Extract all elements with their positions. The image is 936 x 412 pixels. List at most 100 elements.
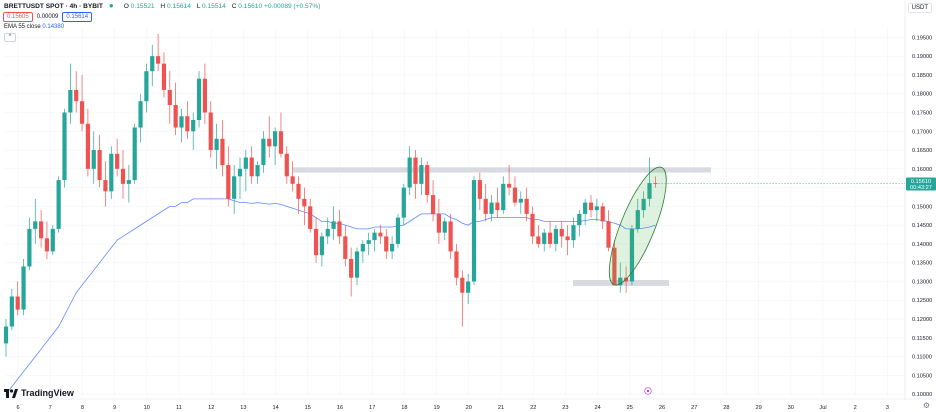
sell-price-button[interactable]: 0.15605: [3, 12, 33, 22]
candle-body: [442, 221, 447, 233]
candle-body: [571, 225, 576, 241]
y-tick-label: 0.12000: [912, 317, 932, 323]
candle: [395, 213, 401, 248]
order-pills: 0.15605 0.00009 0.15614: [3, 12, 93, 22]
candle-body: [583, 202, 588, 214]
x-tick-label: 13: [240, 405, 246, 411]
collapse-legend-button[interactable]: ^: [4, 33, 16, 42]
candle-body: [594, 206, 599, 211]
settings-gear-icon[interactable]: ⚙: [922, 401, 930, 410]
ema-value: 0.14380: [42, 24, 65, 30]
candle: [132, 123, 137, 184]
last-price-value: 0.15610: [911, 179, 931, 185]
candle-body: [91, 150, 96, 169]
y-tick-label: 0.14000: [912, 242, 932, 248]
candle-body: [477, 180, 482, 199]
candle-body: [261, 138, 266, 166]
candle: [191, 112, 196, 151]
y-tick-label: 0.18000: [912, 92, 932, 98]
candle-body: [138, 101, 143, 128]
candle-body: [542, 232, 547, 244]
x-tick-label: 23: [562, 405, 568, 411]
tradingview-logo[interactable]: TradingView: [4, 388, 74, 398]
x-tick-label: 7: [49, 405, 52, 411]
candle: [167, 71, 172, 124]
candle-body: [115, 153, 120, 169]
candle: [366, 232, 371, 256]
candle: [308, 198, 313, 233]
market-open-dot: ●: [108, 1, 114, 10]
candle-body: [372, 232, 377, 241]
candle-body: [249, 157, 254, 177]
candle-body: [448, 221, 453, 252]
candle-body: [378, 232, 383, 237]
y-tick-label: 0.10500: [912, 373, 932, 379]
candle: [27, 217, 32, 271]
candle: [542, 228, 547, 252]
candle: [600, 202, 605, 229]
candle: [97, 135, 102, 188]
candle: [378, 225, 383, 244]
brand-name: TradingView: [21, 388, 74, 398]
candle: [144, 63, 149, 113]
x-tick-label: 21: [498, 405, 504, 411]
currency-selector[interactable]: USDT: [907, 3, 932, 13]
candle: [325, 217, 330, 244]
event-marker-dot: [646, 389, 650, 393]
candle-body: [436, 213, 441, 233]
candle: [436, 198, 441, 244]
candle-body: [167, 89, 172, 105]
candle: [313, 217, 319, 263]
x-tick-label: 9: [113, 405, 116, 411]
candle-body: [518, 198, 523, 203]
candle: [267, 116, 272, 158]
candle: [302, 187, 307, 226]
candle: [430, 180, 436, 222]
candle: [79, 74, 85, 132]
candle-body: [495, 202, 500, 211]
candle-body: [471, 180, 477, 282]
x-tick-label: 8: [81, 405, 84, 411]
candle: [85, 108, 90, 177]
candle-body: [161, 63, 167, 90]
breakout-ellipse: [608, 166, 667, 286]
candle: [173, 82, 178, 136]
grid: [4, 28, 905, 396]
ema-legend[interactable]: EMA 55 close 0.14380: [4, 24, 64, 30]
candle-body: [68, 89, 73, 113]
candle-body: [360, 243, 365, 252]
candle-body: [319, 236, 324, 256]
x-tick-label: 27: [691, 405, 697, 411]
candle-body: [103, 180, 108, 192]
change-value: +0.00089 (+0.57%): [263, 2, 321, 10]
candle: [647, 157, 652, 207]
candle-body: [232, 176, 237, 199]
candle: [56, 176, 61, 233]
candle-body: [618, 277, 623, 286]
candle: [588, 195, 594, 218]
candle: [249, 146, 254, 184]
buy-price-button[interactable]: 0.15614: [62, 12, 93, 22]
candle-body: [202, 78, 207, 113]
candle: [150, 44, 155, 87]
candle-body: [600, 206, 605, 222]
candle-body: [489, 202, 494, 214]
x-tick-label: 22: [530, 405, 536, 411]
candle-body: [308, 206, 313, 229]
candle: [109, 146, 114, 199]
y-tick-label: 0.19000: [912, 54, 932, 60]
y-tick-label: 0.19500: [912, 35, 932, 41]
candle-body: [255, 165, 260, 177]
candle: [594, 198, 599, 222]
x-tick-label: 3: [886, 405, 889, 411]
candle-body: [273, 131, 278, 147]
candle-body: [290, 176, 295, 184]
symbol-title[interactable]: BRETTUSDT SPOT · 4h · BYBIT: [4, 2, 103, 10]
tradingview-icon: [4, 388, 18, 398]
bar-countdown: 00:43:27: [910, 185, 932, 191]
y-tick-label: 0.11000: [912, 355, 932, 361]
candle: [243, 150, 248, 192]
candle: [261, 131, 266, 173]
